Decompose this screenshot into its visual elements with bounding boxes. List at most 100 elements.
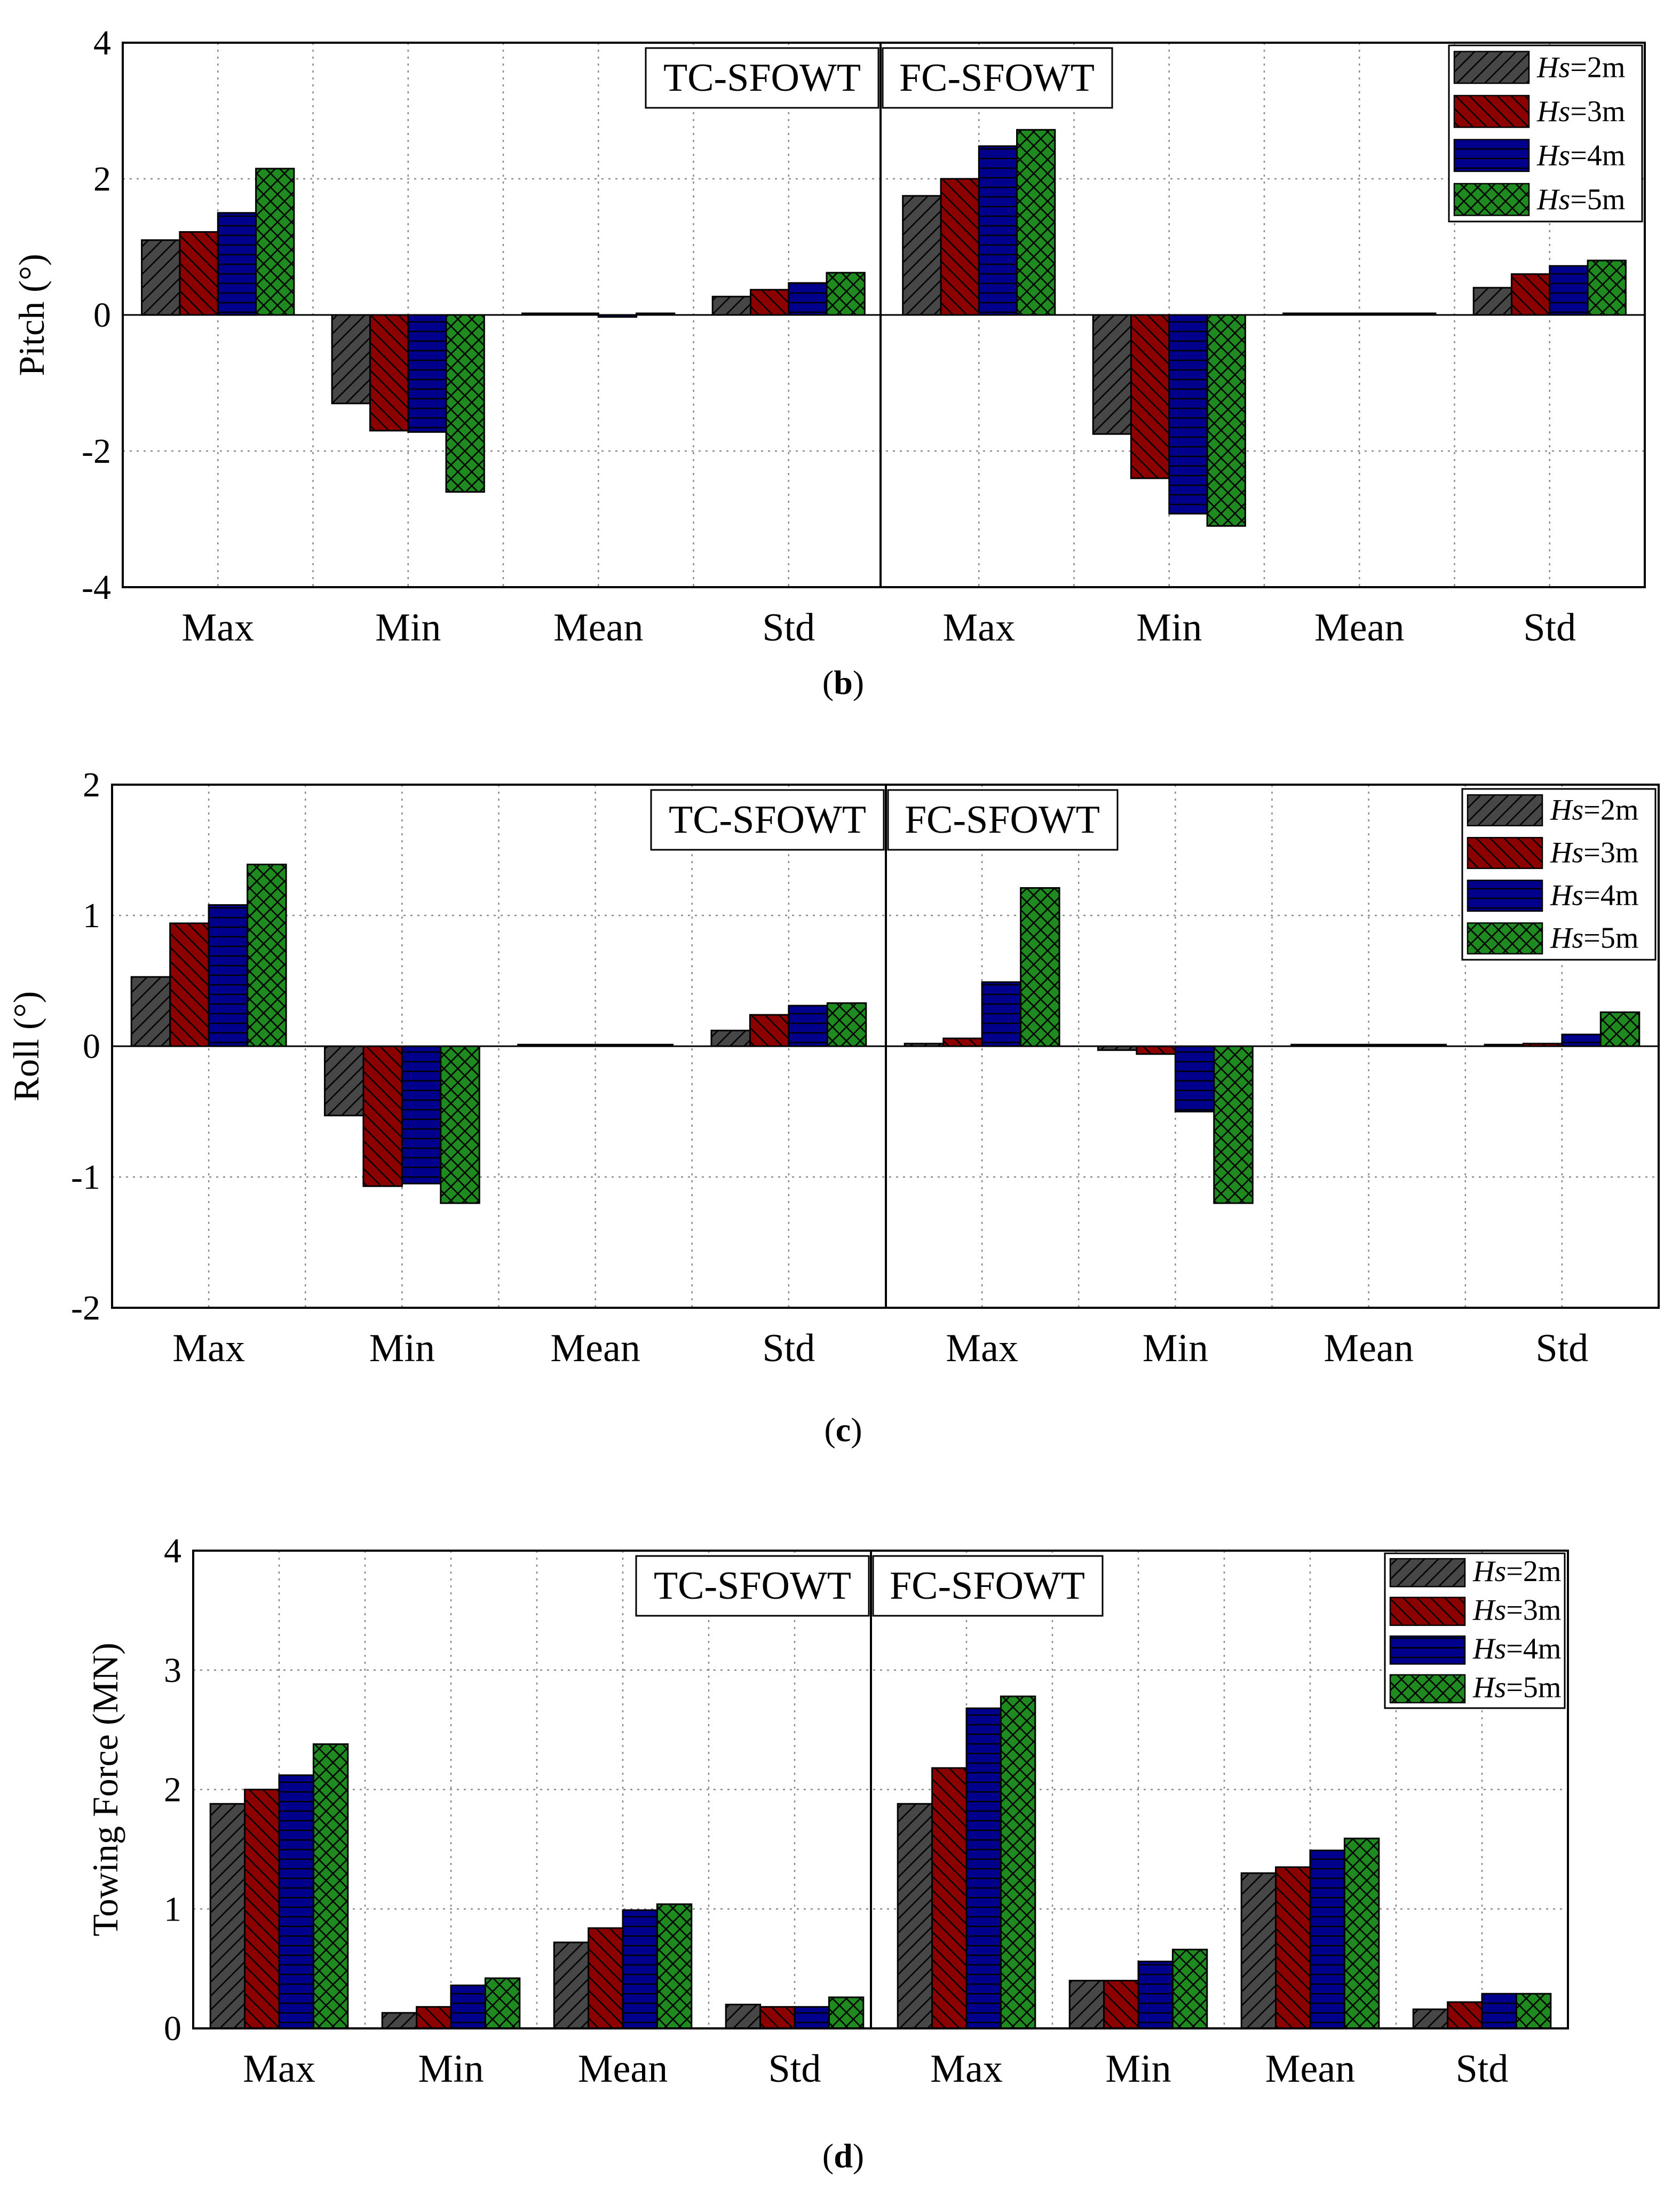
legend-swatch [1453, 139, 1530, 172]
y-axis-label: Towing Force (MN) [85, 1642, 125, 1936]
bar-Hs-4m-max-fc [981, 981, 1022, 1047]
legend-label: Hs=4m [1472, 1632, 1561, 1665]
bar-Hs-3m-std-tc [750, 289, 790, 316]
bar-Hs-5m-min-fc [1171, 1948, 1208, 2029]
group-label-fc: FC-SFOWT [905, 798, 1100, 842]
y-tick-label: 0 [93, 296, 111, 335]
bars [141, 129, 1627, 527]
legend-label-prefix: Hs [1550, 879, 1583, 912]
bar-Hs-3m-max-tc [244, 1789, 280, 2029]
caption-open-paren: ( [824, 1411, 835, 1449]
bar-Hs-4m-std-fc [1481, 1993, 1517, 2029]
x-category-label: Min [1105, 2047, 1171, 2091]
bar-Hs-2m-max-tc [209, 1803, 246, 2029]
plot-frame [192, 1550, 1569, 2029]
y-tick-label: 1 [83, 896, 100, 935]
legend-swatch [1389, 1635, 1466, 1665]
bar-Hs-2m-mean-tc [553, 1941, 590, 2029]
legend-label-suffix: =4m [1570, 139, 1625, 172]
bar-Hs-4m-std-fc [1561, 1033, 1602, 1047]
bar-Hs-3m-min-tc [362, 1045, 403, 1187]
bar-Hs-4m-std-tc [794, 2006, 830, 2029]
bar-Hs-2m-min-fc [1068, 1980, 1105, 2029]
y-tick-label: 4 [164, 1531, 181, 1570]
x-category-label: Min [418, 2047, 484, 2091]
caption-open-paren: ( [822, 663, 834, 701]
bar-Hs-5m-max-fc [1020, 887, 1060, 1047]
y-tick-label: 0 [83, 1027, 100, 1066]
y-tick-label: -4 [82, 568, 111, 607]
bar-Hs-4m-min-fc [1174, 1045, 1215, 1112]
bar-Hs-2m-std-fc [1412, 2008, 1449, 2029]
bar-Hs-5m-max-tc [255, 168, 295, 316]
legend-label: Hs=5m [1472, 1671, 1561, 1704]
bar-Hs-5m-std-fc [1515, 1993, 1552, 2029]
legend-label: Hs=5m [1536, 183, 1625, 216]
bar-Hs-4m-min-fc [1168, 314, 1208, 515]
bar-Hs-5m-max-fc [1000, 1695, 1036, 2029]
chart-panel-d: 0 1 2 3 4 Max Min Mean Std Max Min Mean Std Towing Fo… [85, 1531, 1569, 2175]
bar-Hs-5m-std-fc [1587, 259, 1627, 316]
legend-label-prefix: Hs [1472, 1671, 1506, 1704]
bar-Hs-2m-std-tc [711, 296, 751, 316]
x-category-label: Std [768, 2047, 821, 2091]
legend-label: Hs=3m [1550, 836, 1638, 870]
group-label-box [650, 789, 885, 851]
legend-label-suffix: =4m [1506, 1632, 1561, 1665]
x-category-label: Min [1136, 606, 1202, 650]
bar-Hs-4m-min-fc [1137, 1961, 1174, 2029]
plot-frame [122, 42, 1646, 588]
bar-Hs-3m-max-tc [179, 231, 219, 316]
legend-label-suffix: =2m [1570, 51, 1625, 84]
x-category-label: Mean [1265, 2047, 1356, 2091]
legend-label-suffix: =3m [1506, 1594, 1561, 1627]
bar-Hs-3m-max-fc [931, 1767, 968, 2029]
bar-Hs-2m-std-tc [710, 1030, 751, 1047]
legend-swatch [1467, 794, 1543, 827]
legend-label-prefix: Hs [1550, 922, 1583, 955]
y-tick-label: 3 [164, 1651, 181, 1690]
legend-label-suffix: =5m [1570, 183, 1625, 216]
bar-Hs-5m-min-tc [484, 1977, 521, 2029]
bar-Hs-4m-max-fc [965, 1707, 1002, 2029]
x-category-label: Max [172, 1326, 245, 1370]
bar-Hs-3m-max-tc [169, 922, 210, 1047]
x-category-label: Mean [1314, 606, 1405, 650]
y-axis-label: Pitch (°) [11, 254, 52, 376]
group-label-box [872, 1555, 1104, 1617]
bar-Hs-4m-min-tc [450, 1984, 486, 2029]
bar-Hs-3m-std-tc [749, 1014, 790, 1047]
legend-swatch [1389, 1597, 1466, 1626]
legend-label: Hs=3m [1472, 1594, 1561, 1627]
chart-panel-c: -2 -1 0 1 2 Max Min Mean Std Max Min Mean Std Roll (°… [6, 765, 1660, 1449]
group-label-fc: FC-SFOWT [890, 1564, 1085, 1608]
bar-Hs-2m-max-tc [141, 239, 181, 316]
bar-Hs-2m-std-fc [1472, 287, 1512, 316]
group-label-tc: TC-SFOWT [654, 1564, 851, 1608]
bar-Hs-5m-min-fc [1213, 1045, 1254, 1204]
legend-label-suffix: =3m [1570, 95, 1625, 128]
bar-Hs-4m-max-fc [978, 145, 1018, 316]
y-tick-label: 2 [164, 1771, 181, 1810]
legend-label: Hs=5m [1550, 922, 1638, 955]
x-category-label: Std [1523, 606, 1576, 650]
x-category-label: Std [762, 606, 815, 650]
bar-Hs-4m-std-fc [1549, 265, 1589, 316]
panel-caption: (c) [824, 1411, 862, 1449]
x-category-label: Max [942, 606, 1015, 650]
bar-Hs-5m-std-tc [826, 272, 866, 316]
group-label-tc: TC-SFOWT [663, 56, 861, 100]
legend-swatch [1467, 922, 1543, 955]
bars [209, 1695, 1552, 2029]
x-category-label: Max [946, 1326, 1018, 1370]
x-category-label: Mean [553, 606, 644, 650]
bar-Hs-4m-std-tc [788, 282, 828, 316]
bar-Hs-3m-min-tc [369, 314, 409, 432]
bar-Hs-5m-max-fc [1016, 129, 1056, 316]
group-label-fc: FC-SFOWT [899, 56, 1095, 100]
bar-Hs-2m-std-tc [725, 2003, 762, 2029]
bar-Hs-5m-max-tc [312, 1743, 349, 2029]
group-label-box [887, 789, 1119, 851]
x-category-label: Min [369, 1326, 435, 1370]
